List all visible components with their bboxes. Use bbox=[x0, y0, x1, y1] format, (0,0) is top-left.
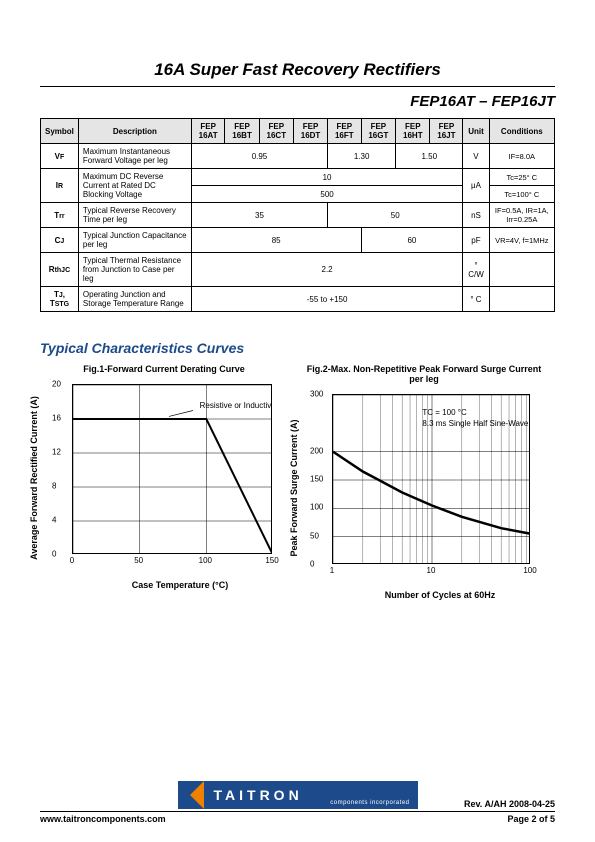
value-cell: 0.95 bbox=[191, 144, 327, 169]
footer-divider bbox=[40, 811, 555, 812]
chart-1-xlabel: Case Temperature (°C) bbox=[40, 580, 288, 590]
footer-page: Page 2 of 5 bbox=[507, 814, 555, 824]
unit-cell: μA bbox=[463, 169, 489, 203]
value-cell: 60 bbox=[361, 228, 463, 253]
table-row: VF Maximum Instantaneous Forward Voltage… bbox=[41, 144, 555, 169]
spec-table: Symbol Description FEP 16AT FEP 16BT FEP… bbox=[40, 118, 555, 312]
chart-2-title: Fig.2-Max. Non-Repetitive Peak Forward S… bbox=[300, 364, 548, 384]
value-cell: 2.2 bbox=[191, 253, 463, 287]
footer: TAITRON components incorporated Rev. A/A… bbox=[40, 781, 555, 824]
header-unit: Unit bbox=[463, 119, 489, 144]
chart-1-ylabel: Average Forward Rectified Current (A) bbox=[29, 396, 39, 560]
header-product: FEP 16DT bbox=[293, 119, 327, 144]
unit-cell: pF bbox=[463, 228, 489, 253]
chart-2-plot: TC = 100 °C 8.3 ms Single Half Sine-Wave bbox=[332, 394, 530, 564]
header-product: FEP 16GT bbox=[361, 119, 396, 144]
symbol-cell: TJ, TSTG bbox=[41, 287, 79, 312]
description-cell: Maximum Instantaneous Forward Voltage pe… bbox=[78, 144, 191, 169]
svg-text:TC = 100 °C: TC = 100 °C bbox=[422, 408, 467, 417]
table-row: IR Maximum DC Reverse Current at Rated D… bbox=[41, 169, 555, 186]
condition-cell bbox=[489, 287, 554, 312]
table-row: TJ, TSTG Operating Junction and Storage … bbox=[41, 287, 555, 312]
description-cell: Typical Thermal Resistance from Junction… bbox=[78, 253, 191, 287]
description-cell: Maximum DC Reverse Current at Rated DC B… bbox=[78, 169, 191, 203]
logo-accent-icon bbox=[190, 781, 204, 809]
symbol-cell: IR bbox=[41, 169, 79, 203]
value-cell: -55 to +150 bbox=[191, 287, 463, 312]
header-product: FEP 16CT bbox=[259, 119, 293, 144]
title-divider bbox=[40, 86, 555, 87]
unit-cell: nS bbox=[463, 203, 489, 228]
unit-cell: V bbox=[463, 144, 489, 169]
logo-text: TAITRON bbox=[214, 787, 303, 803]
condition-cell: IF=0.5A, IR=1A, Irr=0.25A bbox=[489, 203, 554, 228]
chart-1-title: Fig.1-Forward Current Derating Curve bbox=[40, 364, 288, 374]
condition-cell: VR=4V, f=1MHz bbox=[489, 228, 554, 253]
value-cell: 1.30 bbox=[328, 144, 396, 169]
charts-container: Fig.1-Forward Current Derating Curve Ave… bbox=[40, 364, 555, 600]
chart-2-ylabel: Peak Forward Surge Current (A) bbox=[289, 419, 299, 556]
svg-text:Resistive or Inductive Load: Resistive or Inductive Load bbox=[200, 401, 272, 410]
value-cell: 500 bbox=[191, 186, 463, 203]
condition-cell: Tc=100° C bbox=[489, 186, 554, 203]
symbol-cell: VF bbox=[41, 144, 79, 169]
condition-cell: IF=8.0A bbox=[489, 144, 554, 169]
symbol-cell: RthJC bbox=[41, 253, 79, 287]
chart-2: Fig.2-Max. Non-Repetitive Peak Forward S… bbox=[300, 364, 548, 600]
value-cell: 35 bbox=[191, 203, 327, 228]
description-cell: Operating Junction and Storage Temperatu… bbox=[78, 287, 191, 312]
page-title: 16A Super Fast Recovery Rectifiers bbox=[40, 60, 555, 80]
chart-1-area: Average Forward Rectified Current (A) Re… bbox=[40, 378, 288, 578]
footer-url: www.taitroncomponents.com bbox=[40, 814, 166, 824]
subtitle: FEP16AT – FEP16JT bbox=[40, 93, 555, 110]
header-product: FEP 16JT bbox=[430, 119, 463, 144]
symbol-cell: CJ bbox=[41, 228, 79, 253]
value-cell: 50 bbox=[328, 203, 463, 228]
header-conditions: Conditions bbox=[489, 119, 554, 144]
header-description: Description bbox=[78, 119, 191, 144]
header-product: FEP 16BT bbox=[225, 119, 259, 144]
value-cell: 1.50 bbox=[396, 144, 463, 169]
chart-2-xlabel: Number of Cycles at 60Hz bbox=[300, 590, 548, 600]
svg-text:8.3 ms Single Half Sine-Wave: 8.3 ms Single Half Sine-Wave bbox=[422, 419, 529, 428]
chart-2-area: Peak Forward Surge Current (A) TC = 100 … bbox=[300, 388, 548, 588]
value-cell: 10 bbox=[191, 169, 463, 186]
header-product: FEP 16AT bbox=[191, 119, 225, 144]
unit-cell: ° C bbox=[463, 287, 489, 312]
logo: TAITRON components incorporated bbox=[178, 781, 418, 809]
table-row: CJ Typical Junction Capacitance per leg … bbox=[41, 228, 555, 253]
header-product: FEP 16FT bbox=[328, 119, 361, 144]
table-row: RthJC Typical Thermal Resistance from Ju… bbox=[41, 253, 555, 287]
symbol-cell: Trr bbox=[41, 203, 79, 228]
description-cell: Typical Junction Capacitance per leg bbox=[78, 228, 191, 253]
header-symbol: Symbol bbox=[41, 119, 79, 144]
header-product: FEP 16HT bbox=[396, 119, 430, 144]
unit-cell: ° C/W bbox=[463, 253, 489, 287]
logo-subtext: components incorporated bbox=[330, 800, 409, 806]
table-row: Trr Typical Reverse Recovery Time per le… bbox=[41, 203, 555, 228]
condition-cell: Tc=25° C bbox=[489, 169, 554, 186]
description-cell: Typical Reverse Recovery Time per leg bbox=[78, 203, 191, 228]
value-cell: 85 bbox=[191, 228, 361, 253]
table-header-row: Symbol Description FEP 16AT FEP 16BT FEP… bbox=[41, 119, 555, 144]
revision-text: Rev. A/AH 2008-04-25 bbox=[418, 799, 556, 809]
condition-cell bbox=[489, 253, 554, 287]
charts-section-title: Typical Characteristics Curves bbox=[40, 340, 555, 356]
chart-1: Fig.1-Forward Current Derating Curve Ave… bbox=[40, 364, 288, 600]
chart-1-plot: Resistive or Inductive Load bbox=[72, 384, 272, 554]
